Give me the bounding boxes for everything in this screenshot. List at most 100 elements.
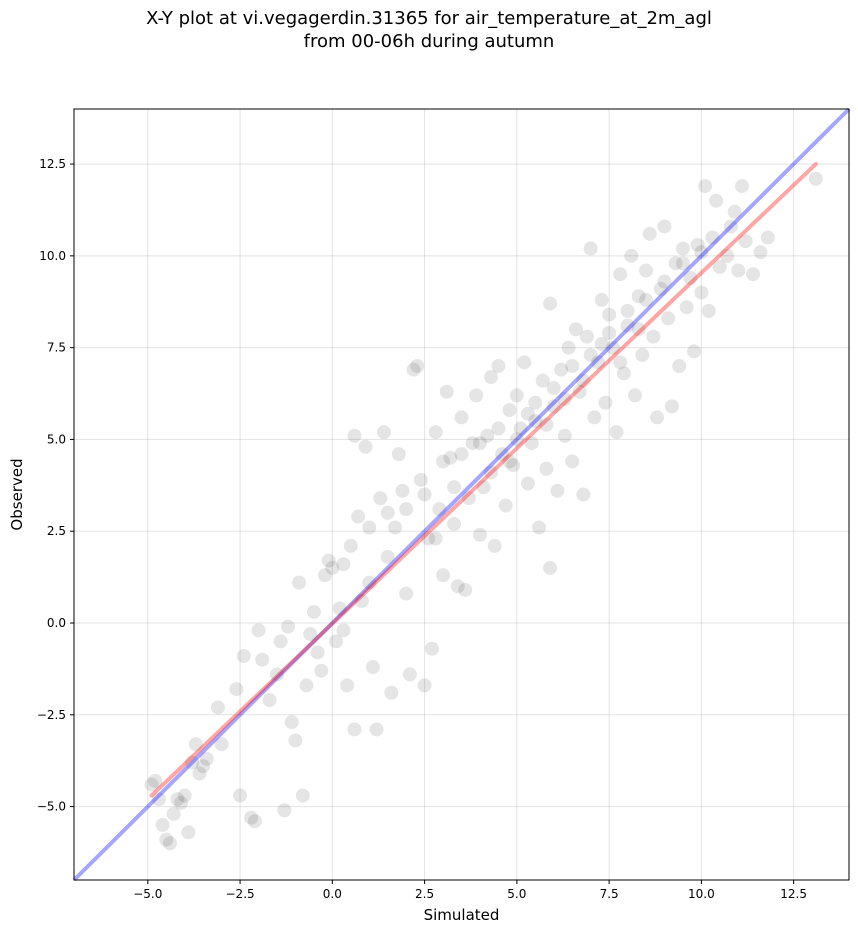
data-point: [417, 487, 432, 502]
data-point: [639, 263, 654, 278]
x-tick-label: 0.0: [323, 887, 342, 901]
data-point: [705, 230, 720, 245]
data-point: [233, 788, 248, 803]
data-point: [657, 219, 672, 234]
data-point: [620, 318, 635, 333]
data-point: [709, 193, 724, 208]
data-point: [384, 685, 399, 700]
data-point: [399, 502, 414, 517]
data-point: [546, 381, 561, 396]
data-point: [605, 340, 620, 355]
chart-title-line-2: from 00-06h during autumn: [303, 31, 555, 52]
data-point: [447, 480, 462, 495]
data-point: [413, 472, 428, 487]
data-point: [247, 814, 262, 829]
data-point: [292, 575, 307, 590]
data-point: [657, 274, 672, 289]
data-point: [354, 593, 369, 608]
data-point: [347, 722, 362, 737]
data-point: [436, 568, 451, 583]
data-point: [380, 549, 395, 564]
data-point: [631, 289, 646, 304]
data-point: [506, 458, 521, 473]
data-point: [306, 604, 321, 619]
data-point: [576, 487, 591, 502]
data-point: [572, 384, 587, 399]
data-point: [196, 759, 211, 774]
data-point: [273, 634, 288, 649]
plot-frame: [73, 108, 850, 881]
data-point: [672, 359, 687, 373]
data-point: [269, 667, 284, 682]
data-point: [380, 505, 395, 520]
data-point: [325, 560, 340, 575]
data-point: [377, 425, 391, 440]
data-point: [498, 498, 513, 513]
x-axis-label: Simulated: [424, 906, 500, 924]
data-point: [162, 836, 177, 851]
data-point: [148, 773, 163, 788]
y-tick-label: 2.5: [47, 524, 66, 538]
data-point: [472, 436, 487, 451]
data-point: [598, 395, 613, 410]
x-tick-label: 12.5: [780, 887, 807, 901]
data-point: [336, 557, 351, 572]
data-point: [594, 336, 609, 351]
data-point: [428, 531, 443, 546]
data-point: [694, 285, 709, 300]
y-tick-label: 7.5: [47, 341, 66, 355]
data-point: [594, 292, 609, 307]
data-point: [613, 267, 628, 282]
data-point: [535, 373, 550, 388]
data-point: [310, 645, 325, 660]
data-point: [664, 399, 679, 414]
data-point: [192, 766, 207, 781]
data-point: [170, 792, 185, 807]
data-point: [428, 425, 443, 440]
data-point: [491, 421, 506, 436]
data-point: [591, 355, 606, 370]
data-point: [701, 303, 716, 318]
data-point: [583, 347, 598, 362]
data-point: [469, 388, 484, 403]
data-point: [753, 245, 768, 260]
data-point: [679, 300, 694, 315]
data-point: [576, 373, 591, 388]
y-tick-label: 12.5: [39, 157, 66, 171]
data-point: [277, 803, 292, 818]
data-point: [351, 509, 366, 524]
y-tick-label: 10.0: [39, 249, 66, 263]
data-point: [362, 575, 377, 590]
data-point: [675, 256, 690, 271]
data-point: [281, 619, 296, 634]
data-point: [284, 715, 299, 730]
data-point: [144, 777, 159, 792]
data-point: [565, 454, 580, 469]
data-point: [687, 344, 701, 359]
x-tick-label: −2.5: [226, 887, 255, 901]
one-to-one-line: [72, 107, 851, 882]
data-point: [181, 825, 196, 840]
regression-fit-line: [149, 162, 818, 798]
data-point: [808, 171, 823, 186]
data-point: [631, 322, 646, 337]
data-point: [690, 237, 705, 252]
y-axis-ticks: −5.0 −2.5 0.0 2.5 5.0 7.5 10.0 12.5: [37, 157, 74, 814]
data-point: [602, 325, 617, 340]
data-point: [668, 256, 683, 271]
data-point: [340, 678, 355, 693]
data-point: [329, 634, 344, 649]
data-point: [262, 693, 277, 708]
data-point: [255, 652, 270, 667]
reference-lines: [72, 107, 851, 882]
data-point: [624, 248, 639, 263]
data-point: [650, 410, 665, 425]
data-point: [746, 267, 761, 282]
data-point: [454, 447, 469, 462]
data-point: [476, 480, 491, 495]
data-point: [635, 347, 650, 362]
data-point: [484, 370, 499, 385]
y-tick-label: −2.5: [37, 708, 66, 722]
data-point: [166, 806, 181, 821]
data-point: [174, 795, 189, 810]
